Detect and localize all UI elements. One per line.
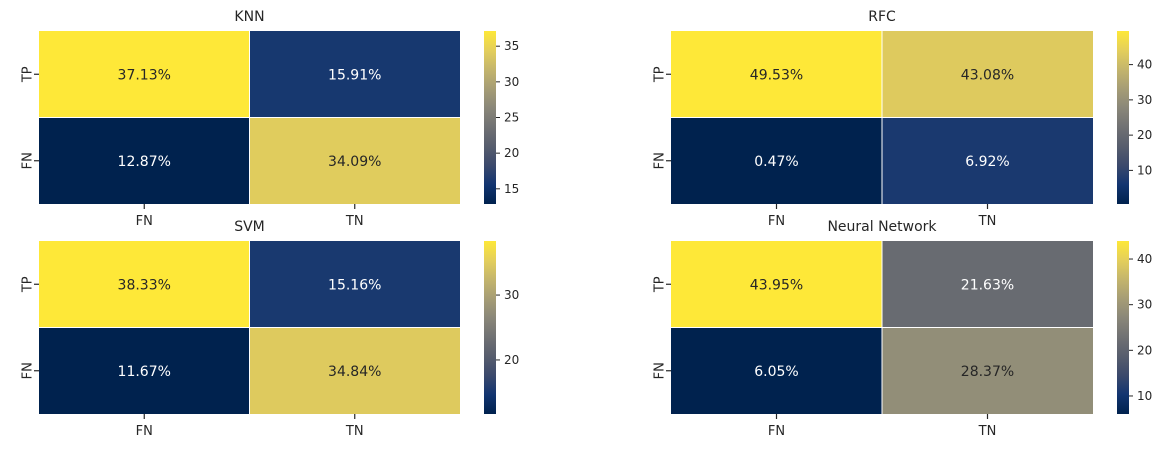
heatmap-panel-1: 49.53% 43.08% 0.47% 6.92% RFC FN TN TP FN 10 20 30 4… — [653, 9, 1153, 229]
y-tick-label: TP — [21, 276, 36, 293]
cell-value-label: 6.05% — [754, 364, 798, 380]
heatmap-cell — [671, 31, 882, 118]
y-tick-label: FN — [21, 362, 36, 379]
colorbar — [1117, 31, 1129, 204]
chart-title: KNN — [234, 9, 264, 25]
x-tick-label: TN — [345, 424, 364, 439]
y-tick-label: TP — [21, 66, 36, 83]
colorbar-tick-label: 30 — [1137, 298, 1152, 312]
heatmap-cell — [39, 117, 250, 204]
colorbar-tick-label: 35 — [504, 39, 519, 53]
colorbar — [484, 241, 496, 414]
x-tick-label: TN — [978, 424, 997, 439]
heatmap-cell — [249, 31, 460, 118]
x-tick-label: FN — [136, 214, 153, 229]
x-tick-label: TN — [345, 214, 364, 229]
heatmap-cell — [671, 327, 882, 414]
chart-title: RFC — [868, 9, 896, 25]
x-tick-label: FN — [768, 424, 785, 439]
cell-value-label: 15.91% — [328, 67, 381, 83]
colorbar-tick-label: 30 — [1137, 93, 1152, 107]
heatmap-cell — [671, 241, 882, 328]
y-tick-label: TP — [653, 66, 668, 83]
chart-title: SVM — [234, 219, 265, 235]
colorbar-tick-label: 20 — [1137, 343, 1152, 357]
colorbar-tick-label: 20 — [504, 146, 519, 160]
cell-value-label: 0.47% — [754, 154, 798, 170]
cell-value-label: 34.09% — [328, 154, 381, 170]
y-tick-label: FN — [653, 152, 668, 169]
chart-title: Neural Network — [827, 219, 937, 235]
heatmap-cell — [671, 117, 882, 204]
x-tick-label: FN — [768, 214, 785, 229]
heatmap-cell — [39, 327, 250, 414]
heatmap-panel-3: 43.95% 21.63% 6.05% 28.37% Neural Network FN T… — [653, 219, 1153, 439]
heatmap-cell — [249, 117, 460, 204]
cell-value-label: 11.67% — [118, 364, 171, 380]
cell-value-label: 21.63% — [961, 277, 1014, 293]
colorbar — [1117, 241, 1129, 414]
cell-value-label: 12.87% — [118, 154, 171, 170]
heatmap-panel-0: 37.13% 15.91% 12.87% 34.09% KNN FN TN TP FN 15 20 2… — [21, 9, 520, 229]
cell-value-label: 43.08% — [961, 67, 1014, 83]
heatmap-cell — [39, 241, 250, 328]
heatmap-cell — [882, 327, 1093, 414]
cell-value-label: 49.53% — [750, 67, 803, 83]
y-tick-label: FN — [21, 152, 36, 169]
heatmap-cell — [39, 31, 250, 118]
colorbar-tick-label: 30 — [504, 288, 519, 302]
x-tick-label: TN — [978, 214, 997, 229]
cell-value-label: 15.16% — [328, 277, 381, 293]
heatmap-cell — [882, 117, 1093, 204]
colorbar-tick-label: 40 — [1137, 252, 1152, 266]
heatmap-panel-2: 38.33% 15.16% 11.67% 34.84% SVM FN TN TP FN 20 30 — [21, 219, 520, 439]
cell-value-label: 28.37% — [961, 364, 1014, 380]
colorbar-tick-label: 10 — [1137, 389, 1152, 403]
colorbar-tick-label: 10 — [1137, 163, 1152, 177]
cell-value-label: 43.95% — [750, 277, 803, 293]
colorbar — [484, 31, 496, 204]
cell-value-label: 38.33% — [118, 277, 171, 293]
heatmap-cell — [249, 327, 460, 414]
x-tick-label: FN — [136, 424, 153, 439]
heatmap-cell — [882, 31, 1093, 118]
colorbar-tick-label: 15 — [504, 182, 519, 196]
heatmap-cell — [249, 241, 460, 328]
y-tick-label: TP — [653, 276, 668, 293]
colorbar-tick-label: 40 — [1137, 58, 1152, 72]
cell-value-label: 37.13% — [118, 67, 171, 83]
colorbar-tick-label: 25 — [504, 111, 519, 125]
colorbar-tick-label: 20 — [1137, 128, 1152, 142]
cell-value-label: 34.84% — [328, 364, 381, 380]
colorbar-tick-label: 20 — [504, 353, 519, 367]
y-tick-label: FN — [653, 362, 668, 379]
cell-value-label: 6.92% — [965, 154, 1009, 170]
heatmap-cell — [882, 241, 1093, 328]
colorbar-tick-label: 30 — [504, 75, 519, 89]
